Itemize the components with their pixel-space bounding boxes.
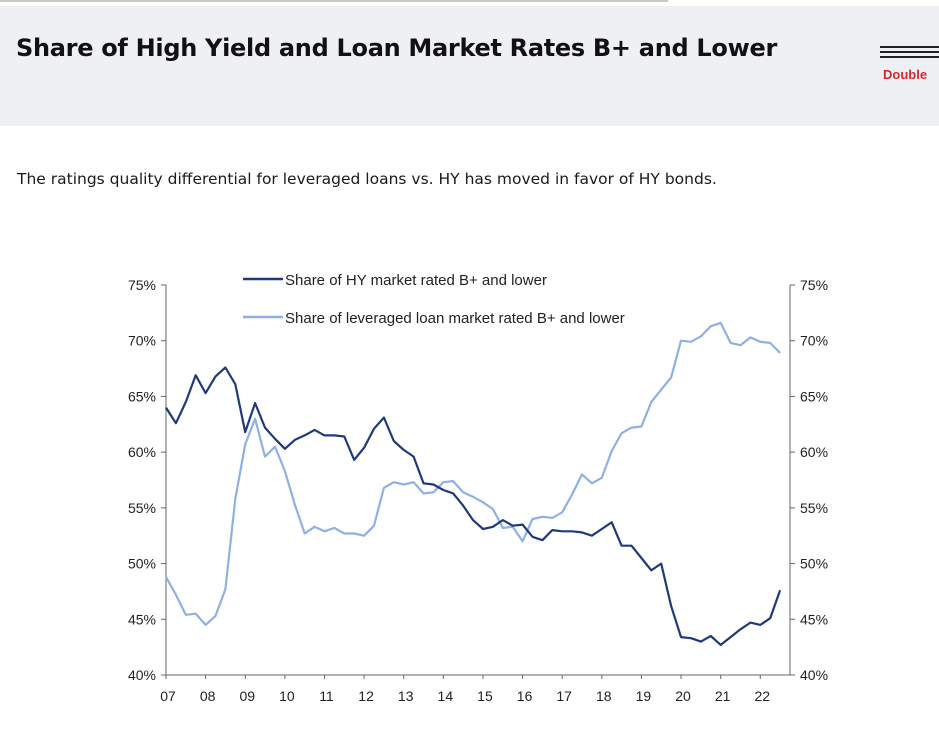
y-tick-label-right: 70% [800, 333, 828, 349]
legend-label: Share of HY market rated B+ and lower [285, 272, 547, 289]
y-tick-label-right: 50% [800, 556, 828, 572]
y-tick-label-left: 65% [128, 388, 156, 404]
y-tick-label-right: 55% [800, 500, 828, 516]
y-tick-label-right: 40% [800, 667, 828, 683]
brand-logo-lines [880, 46, 939, 61]
x-tick-label: 09 [239, 688, 255, 704]
y-tick-label-right: 75% [800, 277, 828, 293]
chart-legend: Share of HY market rated B+ and lower Sha… [243, 272, 625, 327]
x-tick-label: 16 [517, 688, 533, 704]
chart-axes: 75% 70% 65% 60% 55% 50% 45% 40% 75% 70% 65% 60% 55% 5… [128, 277, 828, 704]
header-band [0, 6, 939, 126]
y-tick-label-right: 60% [800, 444, 828, 460]
y-tick-label-left: 40% [128, 667, 156, 683]
x-tick-label: 08 [200, 688, 216, 704]
legend-label: Share of leveraged loan market rated B+ … [285, 310, 625, 327]
x-tick-label: 17 [556, 688, 572, 704]
x-tick-label: 13 [398, 688, 414, 704]
y-tick-label-left: 45% [128, 611, 156, 627]
series-line-hy [165, 366, 782, 647]
brand-logo-text: Double [883, 67, 928, 82]
series-line-loan [165, 321, 781, 627]
x-tick-label: 10 [279, 688, 295, 704]
x-tick-label: 21 [715, 688, 731, 704]
y-tick-label-right: 45% [800, 611, 828, 627]
x-tick-label: 14 [438, 688, 454, 704]
y-tick-label-left: 60% [128, 444, 156, 460]
y-tick-label-left: 70% [128, 333, 156, 349]
x-tick-label: 07 [160, 688, 176, 704]
x-tick-label: 19 [636, 688, 652, 704]
y-tick-label-left: 55% [128, 500, 156, 516]
x-tick-label: 20 [675, 688, 691, 704]
x-tick-label: 18 [596, 688, 612, 704]
top-rule [0, 0, 668, 2]
y-tick-label-left: 50% [128, 556, 156, 572]
x-tick-label: 11 [319, 688, 334, 704]
x-tick-label: 15 [477, 688, 493, 704]
x-tick-label: 12 [358, 688, 374, 704]
chart-series [165, 321, 782, 647]
chart-subtitle: The ratings quality differential for lev… [17, 170, 717, 188]
y-tick-label-left: 75% [128, 277, 156, 293]
y-tick-label-right: 65% [800, 388, 828, 404]
x-tick-label: 22 [754, 688, 770, 704]
slide-title: Share of High Yield and Loan Market Rate… [16, 34, 777, 62]
